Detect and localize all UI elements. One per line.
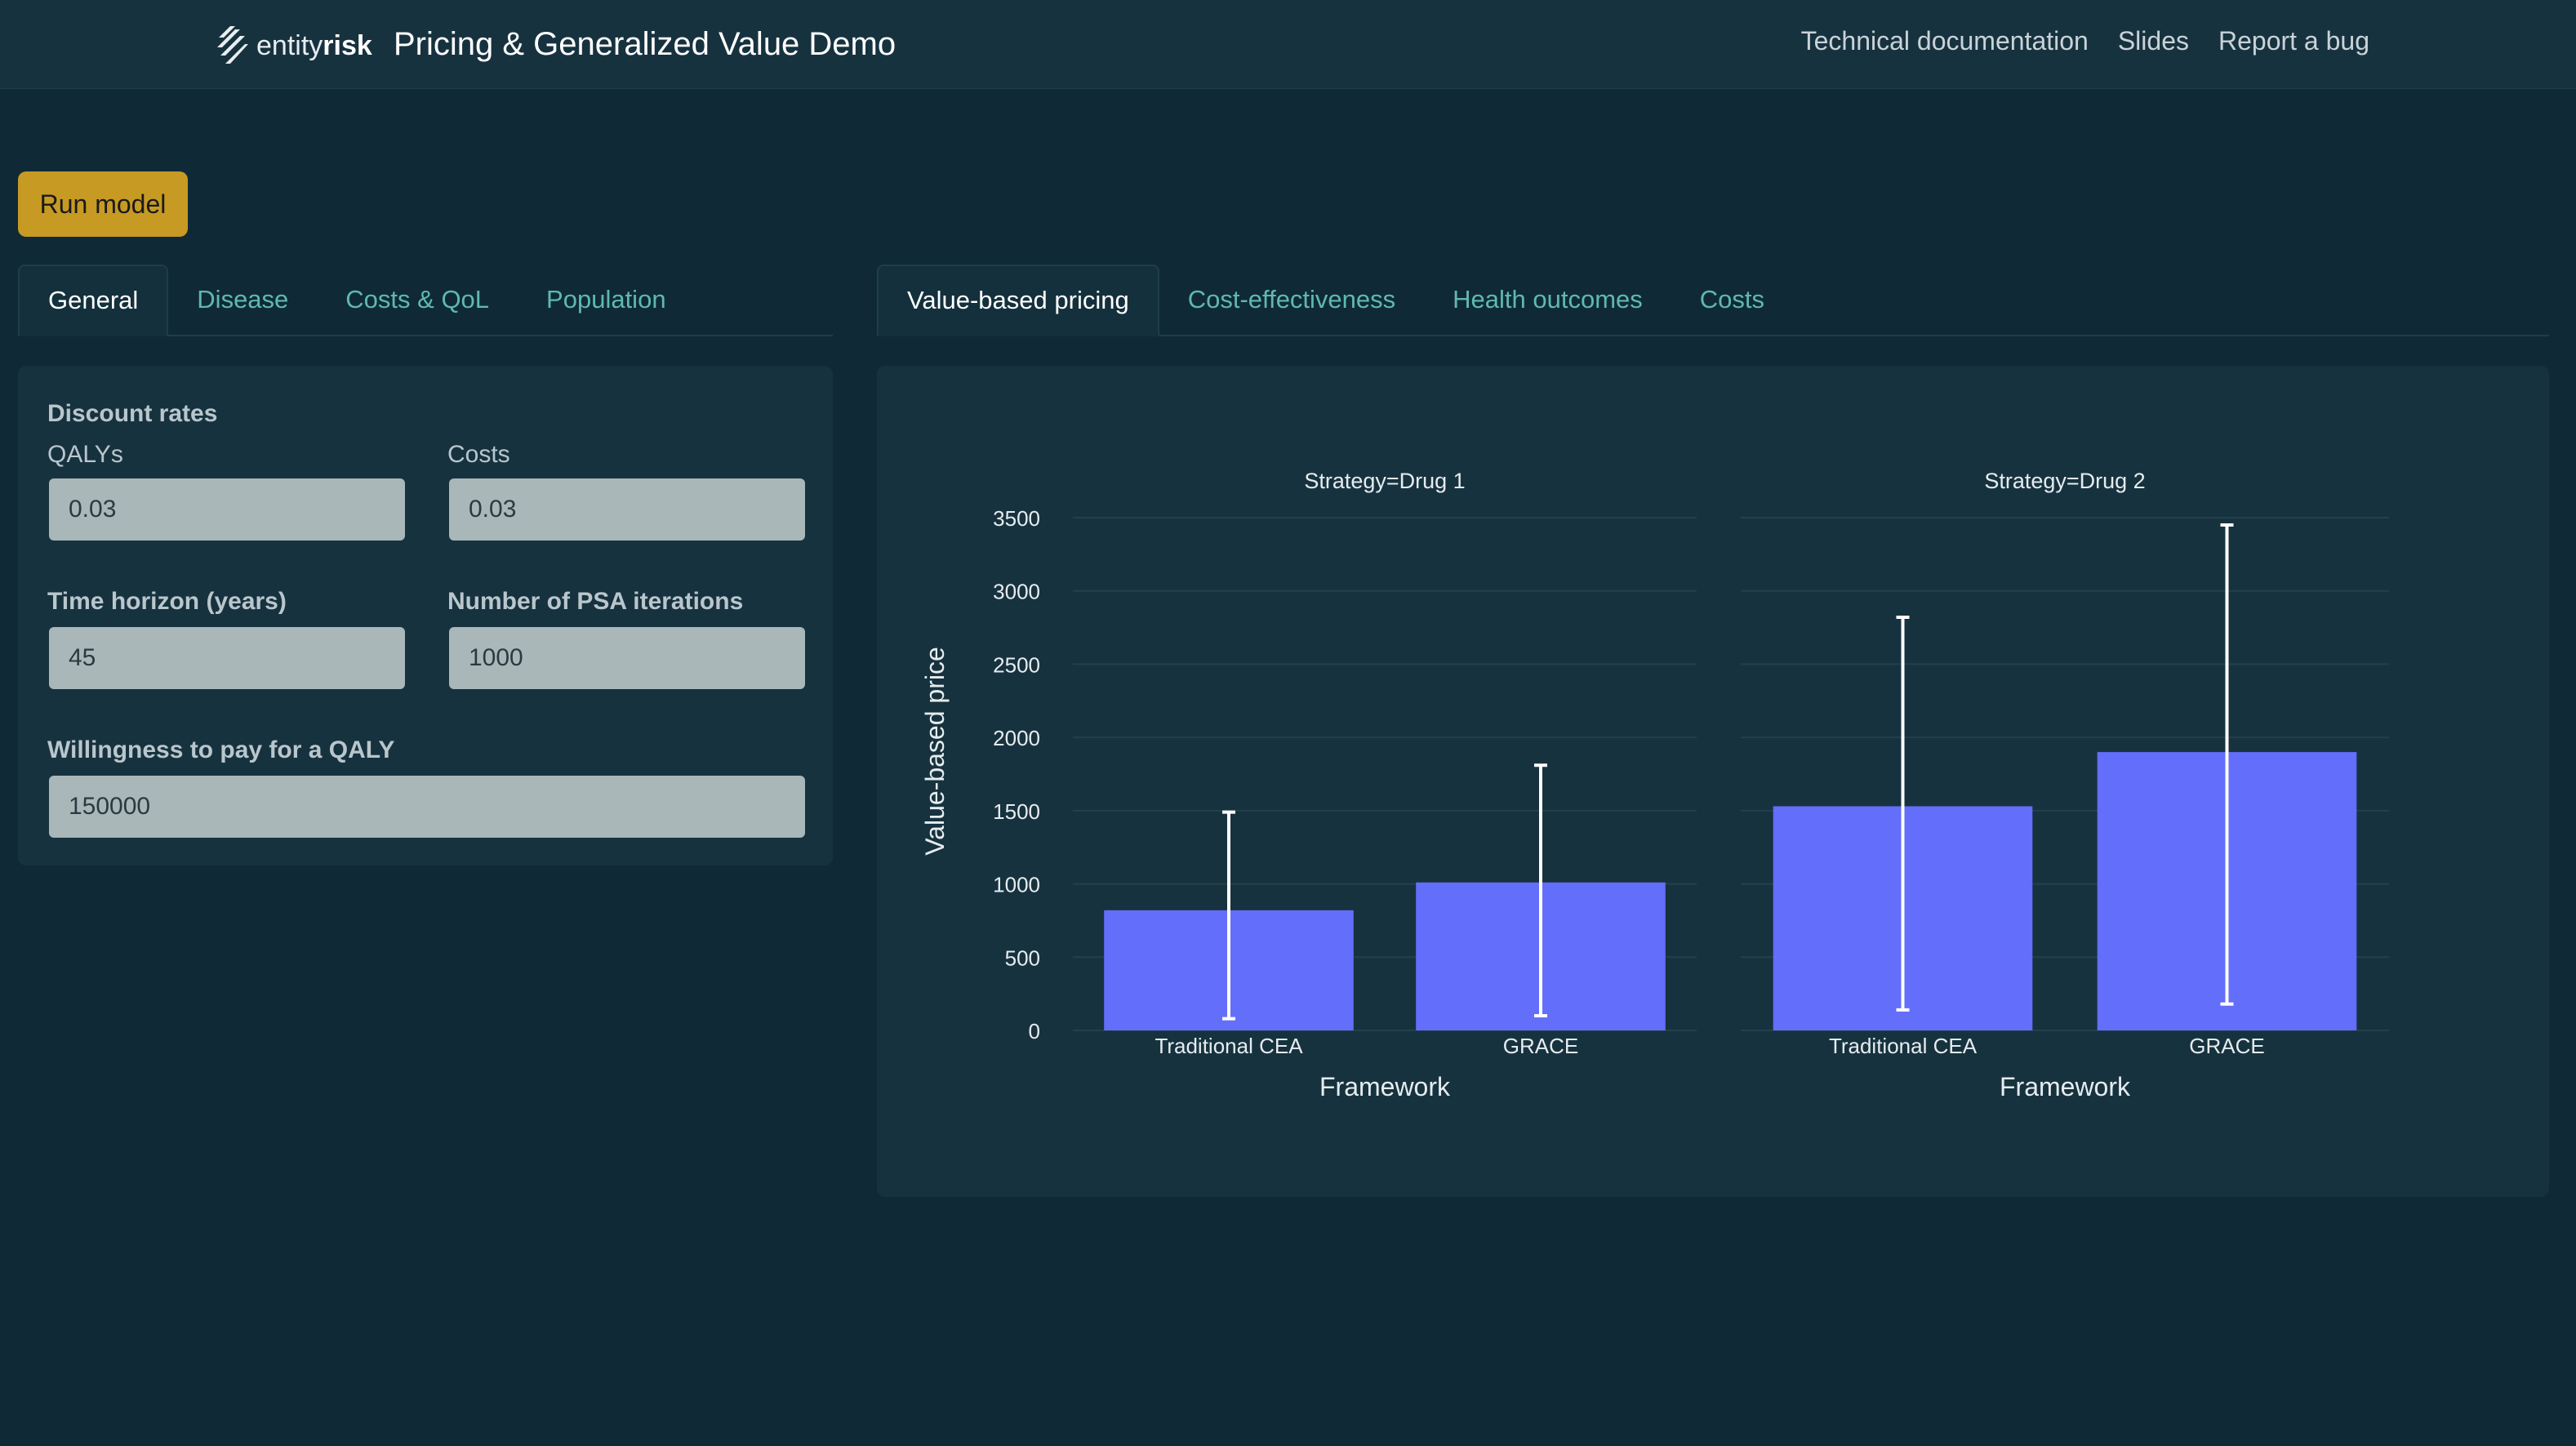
nav-link-slides[interactable]: Slides xyxy=(2117,26,2189,56)
qalys-label: QALYs xyxy=(47,441,123,468)
value-based-pricing-chart-card: Value-based price 0 500 1000 1500 2000 2500 300… xyxy=(877,366,2549,1197)
entityrisk-logo-icon xyxy=(217,26,248,64)
nav-links: Technical documentation Slides Report a … xyxy=(1801,26,2369,56)
y-axis-title: Value-based price xyxy=(920,647,950,856)
y-tick-label: 2500 xyxy=(993,652,1040,677)
panel-title: Strategy=Drug 1 xyxy=(1304,469,1465,493)
tab-cost-effectiveness[interactable]: Cost-effectiveness xyxy=(1187,285,1396,314)
value-based-pricing-chart: Value-based price 0 500 1000 1500 2000 2500 300… xyxy=(920,469,2389,1101)
tab-population[interactable]: Population xyxy=(546,285,666,314)
costs-discount-input[interactable] xyxy=(449,478,805,541)
input-tabs: General Disease Costs & QoL Population xyxy=(18,265,833,336)
y-tick-label: 0 xyxy=(1029,1019,1040,1043)
brand-name-light: entity xyxy=(256,29,323,61)
x-tick-label: Traditional CEA xyxy=(1829,1034,1978,1058)
general-settings-card: Discount rates QALYs Costs Time horizon … xyxy=(18,366,833,865)
wtp-label: Willingness to pay for a QALY xyxy=(47,736,395,763)
x-tick-label: Traditional CEA xyxy=(1155,1034,1303,1058)
discount-rates-heading: Discount rates xyxy=(47,400,218,427)
nav-link-technical-documentation[interactable]: Technical documentation xyxy=(1800,26,2089,56)
y-tick-label: 2000 xyxy=(993,726,1040,750)
y-tick-label: 3000 xyxy=(993,580,1040,604)
tab-costs[interactable]: Costs xyxy=(1699,285,1765,314)
time-horizon-label: Time horizon (years) xyxy=(47,588,287,615)
app-title: Pricing & Generalized Value Demo xyxy=(394,26,896,62)
panel-title: Strategy=Drug 2 xyxy=(1984,469,2145,493)
psa-iterations-input[interactable] xyxy=(449,627,805,689)
psa-iterations-label: Number of PSA iterations xyxy=(447,588,744,615)
y-tick-label: 500 xyxy=(1005,945,1040,970)
wtp-input[interactable] xyxy=(49,776,805,838)
tab-costs-qol[interactable]: Costs & QoL xyxy=(345,285,490,314)
x-tick-label: GRACE xyxy=(1503,1034,1578,1058)
tab-health-outcomes[interactable]: Health outcomes xyxy=(1453,285,1643,314)
time-horizon-input[interactable] xyxy=(49,627,405,689)
tab-disease[interactable]: Disease xyxy=(197,285,289,314)
y-tick-label: 1000 xyxy=(993,873,1040,897)
tab-general[interactable]: General xyxy=(18,265,169,336)
y-tick-label: 3500 xyxy=(993,506,1040,531)
nav-link-report-bug[interactable]: Report a bug xyxy=(2218,26,2369,56)
x-axis-title: Framework xyxy=(2000,1072,2131,1101)
output-tabs: Value-based pricing Cost-effectiveness H… xyxy=(877,265,2549,336)
x-axis-title: Framework xyxy=(1319,1072,1451,1101)
top-navbar: entity risk Pricing & Generalized Value D… xyxy=(0,0,2576,89)
tab-value-based-pricing[interactable]: Value-based pricing xyxy=(877,265,1159,336)
x-tick-label: GRACE xyxy=(2189,1034,2264,1058)
costs-label: Costs xyxy=(447,441,510,468)
y-tick-label: 1500 xyxy=(993,799,1040,824)
run-model-button[interactable]: Run model xyxy=(18,171,188,237)
brand-name-bold: risk xyxy=(323,29,372,61)
qalys-discount-input[interactable] xyxy=(49,478,405,541)
brand-logo-link[interactable]: entity risk xyxy=(214,23,372,69)
